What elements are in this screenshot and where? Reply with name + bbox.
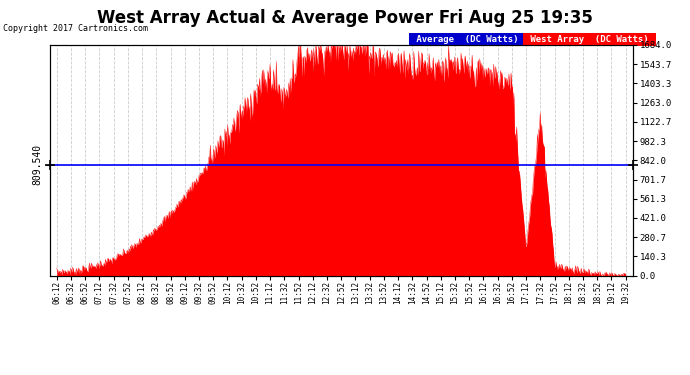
Text: Average  (DC Watts): Average (DC Watts) — [411, 35, 524, 44]
Text: West Array  (DC Watts): West Array (DC Watts) — [525, 35, 654, 44]
Text: Copyright 2017 Cartronics.com: Copyright 2017 Cartronics.com — [3, 24, 148, 33]
Text: West Array Actual & Average Power Fri Aug 25 19:35: West Array Actual & Average Power Fri Au… — [97, 9, 593, 27]
